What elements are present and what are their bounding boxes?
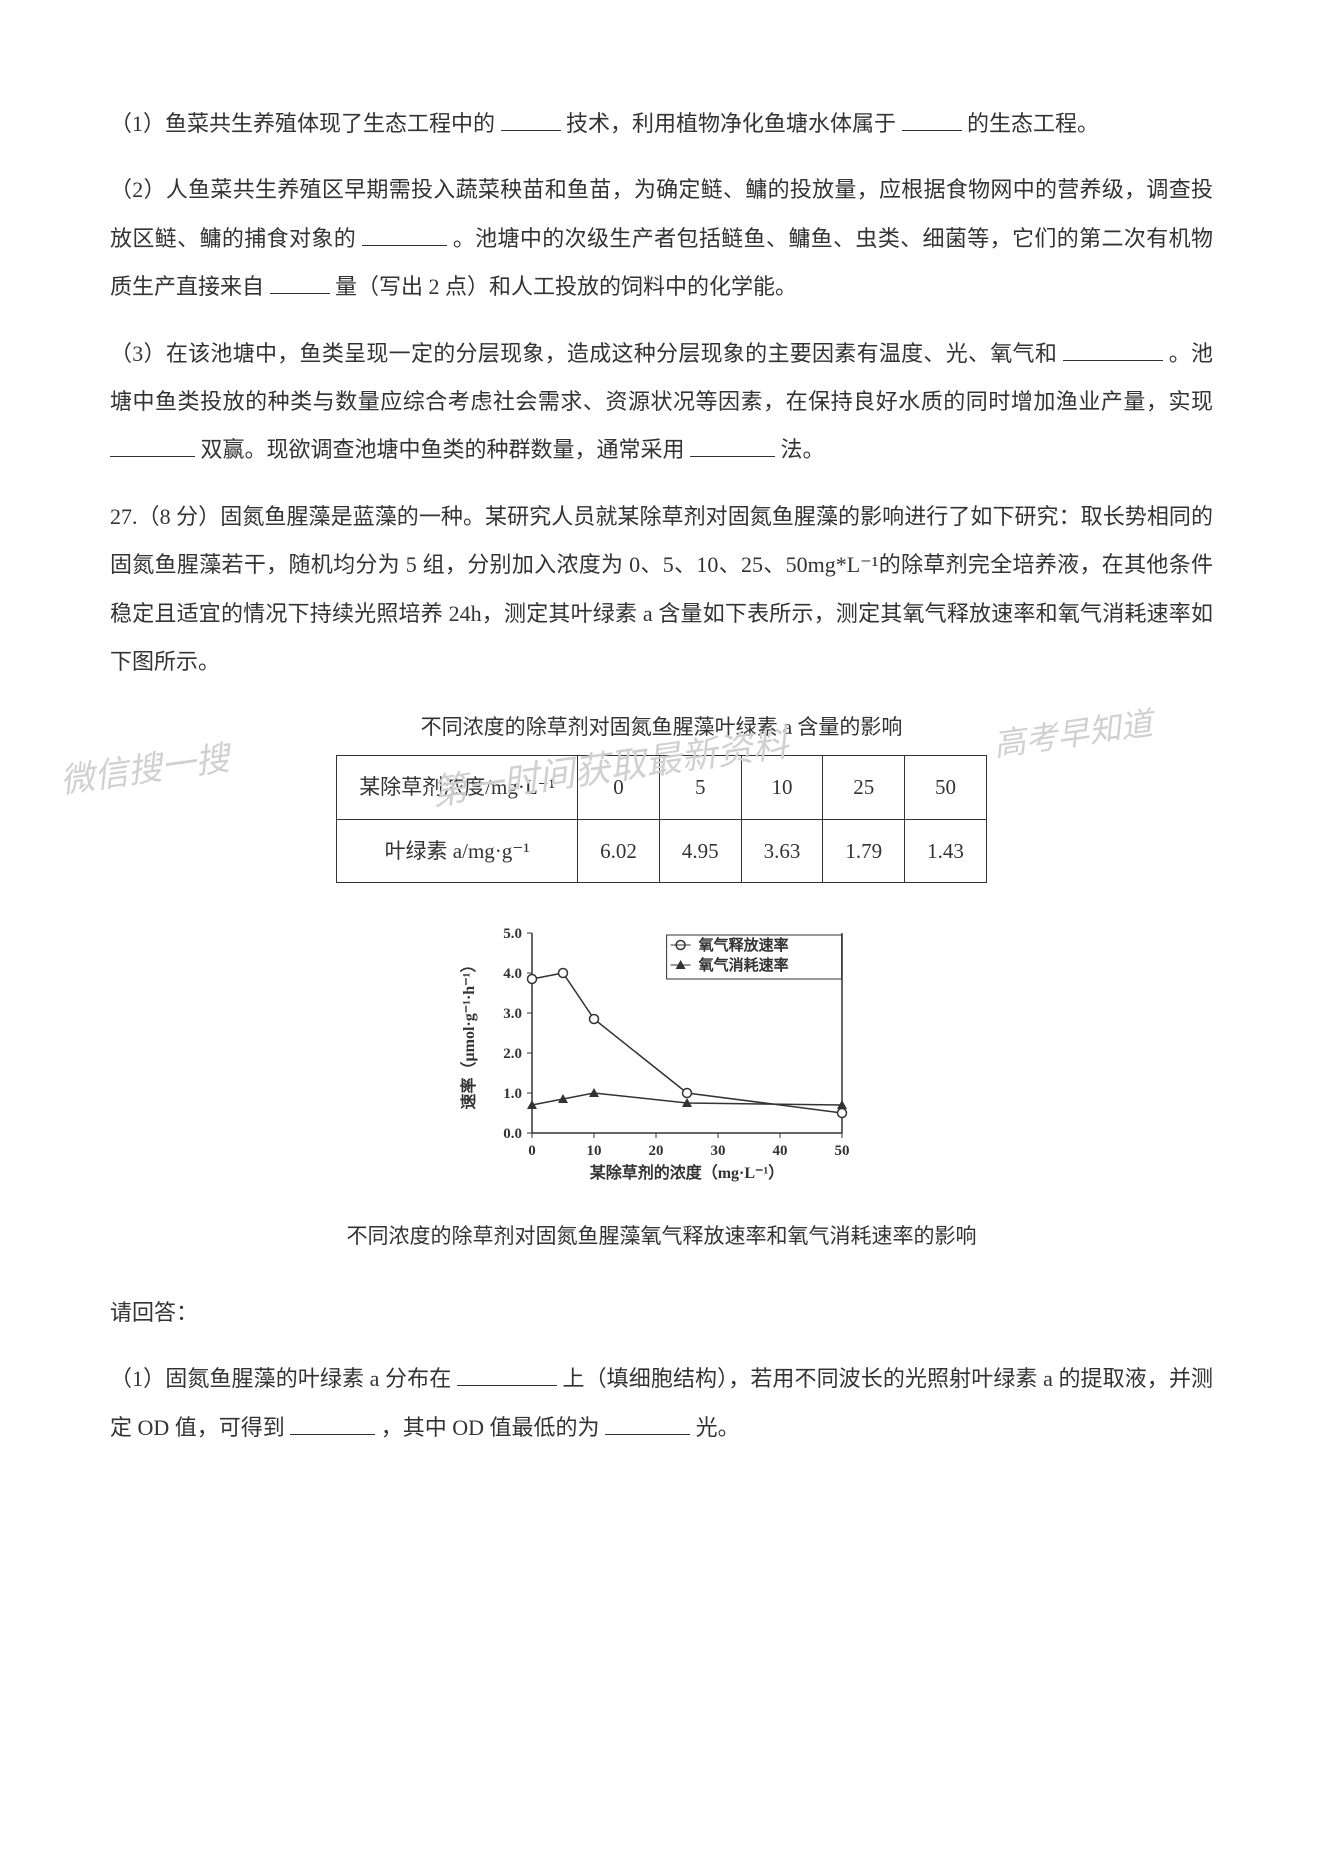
svg-text:50: 50 [834, 1143, 849, 1159]
table-row-data: 叶绿素 a/mg·g⁻¹ 6.02 4.95 3.63 1.79 1.43 [337, 819, 987, 882]
svg-text:40: 40 [772, 1143, 787, 1159]
table-chl-2: 3.63 [741, 819, 823, 882]
svg-text:30: 30 [710, 1143, 725, 1159]
data-table: 某除草剂浓度/mg·L⁻¹ 0 5 10 25 50 叶绿素 a/mg·g⁻¹ … [336, 755, 987, 882]
blank-q27-1b [290, 1413, 375, 1435]
blank-q26-1a [501, 109, 561, 131]
chart-caption: 不同浓度的除草剂对固氮鱼腥藻氧气释放速率和氧气消耗速率的影响 [110, 1213, 1213, 1259]
svg-text:20: 20 [648, 1143, 663, 1159]
svg-text:10: 10 [586, 1143, 601, 1159]
svg-text:5.0: 5.0 [503, 926, 522, 942]
q26-p1-b: 技术，利用植物净化鱼塘水体属于 [566, 111, 896, 136]
table-conc-3: 25 [823, 756, 905, 819]
q26-p1: （1）鱼菜共生养殖体现了生态工程中的 技术，利用植物净化鱼塘水体属于 的生态工程… [110, 100, 1213, 148]
table-title: 不同浓度的除草剂对固氮鱼腥藻叶绿素 a 含量的影响 [110, 704, 1213, 750]
svg-text:0: 0 [528, 1143, 536, 1159]
table-chl-1: 4.95 [659, 819, 741, 882]
q27-sub1-d: 光。 [696, 1415, 740, 1440]
blank-q26-3b [110, 435, 195, 457]
table-chl-3: 1.79 [823, 819, 905, 882]
table-container: 微信搜一搜 第一时间获取最新资料 高考早知道 不同浓度的除草剂对固氮鱼腥藻叶绿素… [110, 704, 1213, 883]
svg-text:氧气释放速率: 氧气释放速率 [697, 936, 788, 954]
table-row2-label: 叶绿素 a/mg·g⁻¹ [337, 819, 578, 882]
q26-p1-c: 的生态工程。 [967, 111, 1099, 136]
svg-text:速率（μmol·g⁻¹·h⁻¹）: 速率（μmol·g⁻¹·h⁻¹） [459, 956, 478, 1109]
q26-p3-d: 法。 [781, 437, 825, 462]
q26-p1-a: （1）鱼菜共生养殖体现了生态工程中的 [110, 111, 495, 136]
q26-p3: （3）在该池塘中，鱼类呈现一定的分层现象，造成这种分层现象的主要因素有温度、光、… [110, 330, 1213, 475]
q26-p2-c: 量（写出 2 点）和人工投放的饲料中的化学能。 [335, 274, 797, 299]
blank-q26-2b [270, 272, 330, 294]
table-chl-4: 1.43 [905, 819, 987, 882]
answer-prompt: 请回答： [110, 1289, 1213, 1337]
table-conc-1: 5 [659, 756, 741, 819]
blank-q26-2a [362, 224, 447, 246]
oxygen-rate-chart: 0.0 1.0 2.0 3.0 4.0 5.0 0 10 20 30 40 50 速率（μmol·g⁻¹… [437, 908, 887, 1198]
table-conc-2: 10 [741, 756, 823, 819]
table-conc-0: 0 [578, 756, 660, 819]
table-row-header: 某除草剂浓度/mg·L⁻¹ 0 5 10 25 50 [337, 756, 987, 819]
blank-q27-1c [605, 1413, 690, 1435]
blank-q27-1a [457, 1364, 557, 1386]
svg-text:3.0: 3.0 [503, 1006, 522, 1022]
svg-text:1.0: 1.0 [503, 1086, 522, 1102]
svg-text:氧气消耗速率: 氧气消耗速率 [697, 956, 788, 974]
svg-text:0.0: 0.0 [503, 1126, 522, 1142]
blank-q26-3a [1063, 339, 1163, 361]
q26-p2: （2）人鱼菜共生养殖区早期需投入蔬菜秧苗和鱼苗，为确定鲢、鳙的投放量，应根据食物… [110, 166, 1213, 311]
table-row1-label: 某除草剂浓度/mg·L⁻¹ [337, 756, 578, 819]
q26-p3-c: 双赢。现欲调查池塘中鱼类的种群数量，通常采用 [201, 437, 685, 462]
q27-sub1: （1）固氮鱼腥藻的叶绿素 a 分布在 上（填细胞结构），若用不同波长的光照射叶绿… [110, 1355, 1213, 1452]
q27-sub1-a: （1）固氮鱼腥藻的叶绿素 a 分布在 [110, 1366, 451, 1391]
svg-text:某除草剂的浓度（mg·L⁻¹）: 某除草剂的浓度（mg·L⁻¹） [588, 1163, 784, 1182]
svg-text:2.0: 2.0 [503, 1046, 522, 1062]
table-chl-0: 6.02 [578, 819, 660, 882]
table-conc-4: 50 [905, 756, 987, 819]
svg-text:4.0: 4.0 [503, 966, 522, 982]
q27-sub1-c: ，其中 OD 值最低的为 [381, 1415, 600, 1440]
chart-container: 0.0 1.0 2.0 3.0 4.0 5.0 0 10 20 30 40 50 速率（μmol·g⁻¹… [110, 908, 1213, 1198]
q26-p3-a: （3）在该池塘中，鱼类呈现一定的分层现象，造成这种分层现象的主要因素有温度、光、… [110, 341, 1057, 366]
blank-q26-3c [690, 435, 775, 457]
blank-q26-1b [902, 109, 962, 131]
q27-intro: 27.（8 分）固氮鱼腥藻是蓝藻的一种。某研究人员就某除草剂对固氮鱼腥藻的影响进… [110, 493, 1213, 687]
